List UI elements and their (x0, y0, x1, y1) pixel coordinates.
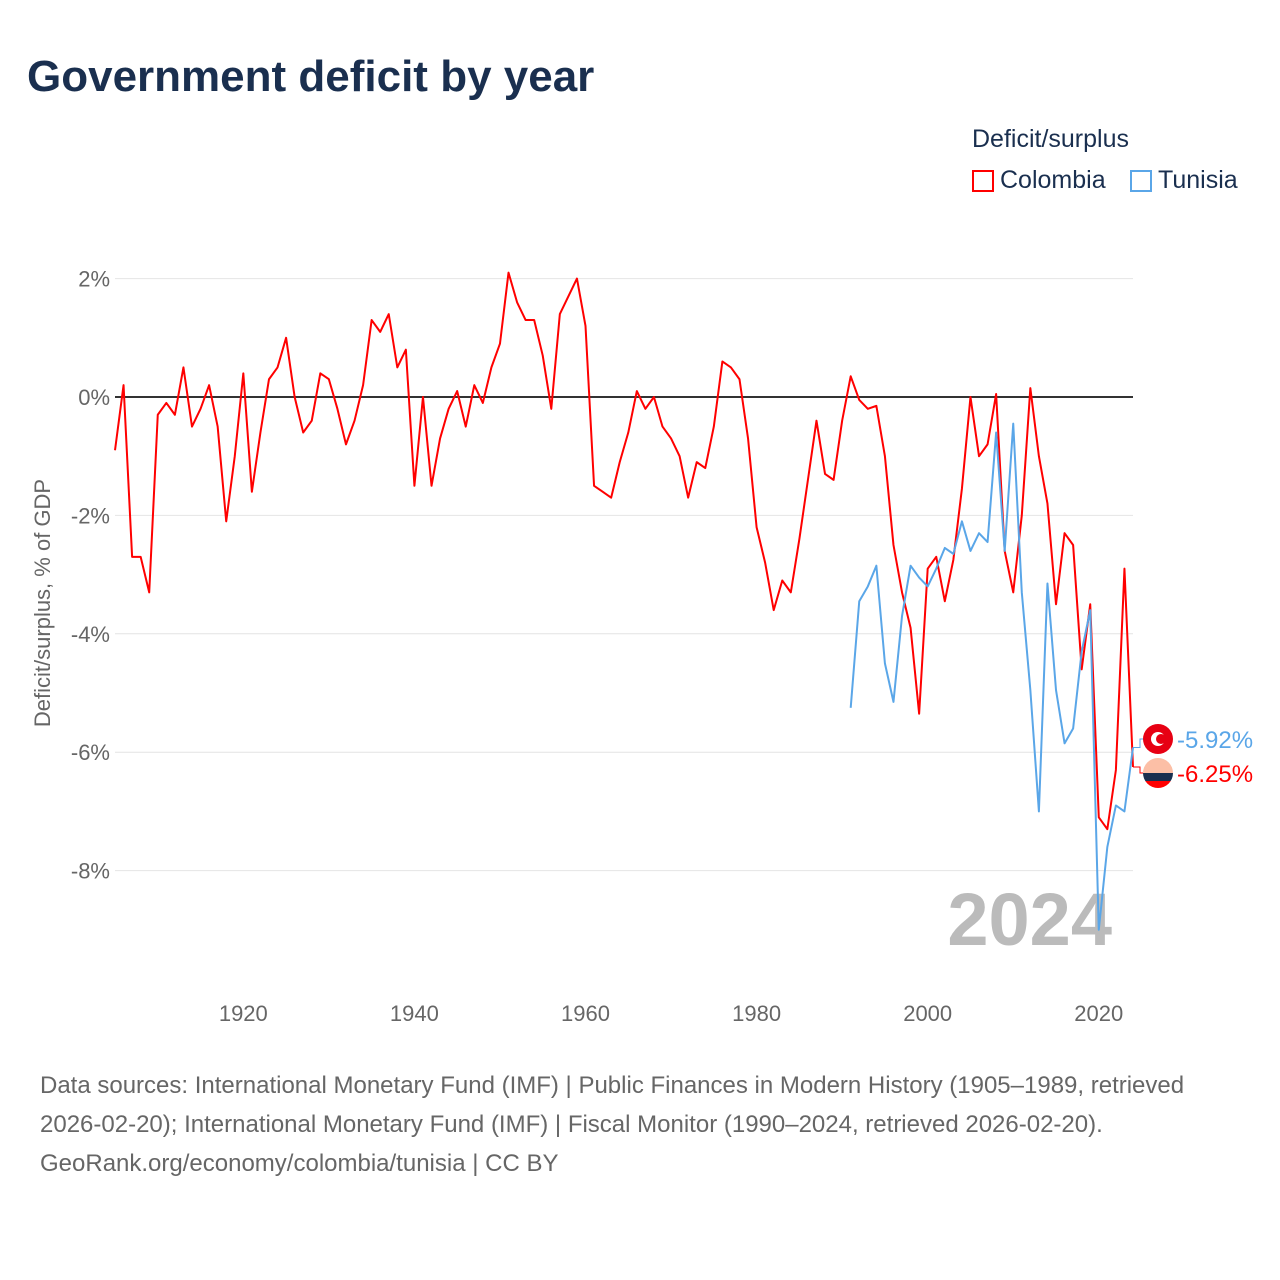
x-tick-label: 2020 (1074, 1001, 1123, 1026)
x-tick-label: 1940 (390, 1001, 439, 1026)
chart-title: Government deficit by year (27, 52, 595, 101)
colombia-flag-icon (1143, 758, 1173, 773)
y-tick-label: -4% (71, 622, 110, 647)
credit-link[interactable]: GeoRank.org/economy/colombia/tunisia | C… (40, 1150, 559, 1177)
y-axis-label: Deficit/surplus, % of GDP (30, 479, 55, 727)
legend-item-colombia[interactable]: Colombia (972, 166, 1106, 195)
source-text: Data sources: International Monetary Fun… (40, 1072, 1185, 1138)
legend-label: Colombia (1000, 166, 1106, 194)
series-line-colombia (114, 271, 1134, 831)
x-tick-label: 2000 (903, 1001, 952, 1026)
legend-title: Deficit/surplus (972, 125, 1129, 153)
y-tick-label: 0% (78, 385, 110, 410)
year-watermark: 2024 (947, 878, 1112, 961)
legend-swatch-tunisia (1130, 169, 1152, 192)
x-tick-label: 1960 (561, 1001, 610, 1026)
y-tick-label: 2% (78, 267, 110, 292)
y-tick-label: -8% (71, 859, 110, 884)
source-note: Data sources: International Monetary Fun… (40, 1066, 1240, 1183)
x-tick-label: 1920 (219, 1001, 268, 1026)
y-tick-label: -6% (71, 740, 110, 765)
colombia-flag-icon-red (1143, 781, 1173, 788)
x-tick-label: 1980 (732, 1001, 781, 1026)
y-tick-label: -2% (71, 503, 110, 528)
tunisia-flag-icon-crescent (1156, 734, 1166, 744)
series-line-tunisia (849, 422, 1134, 931)
colombia-flag-icon-blue (1143, 773, 1173, 781)
end-label-colombia: -6.25% (1177, 761, 1253, 788)
legend-item-tunisia[interactable]: Tunisia (1130, 166, 1238, 195)
end-label-tunisia: -5.92% (1177, 727, 1253, 754)
legend-swatch-colombia (972, 169, 994, 192)
legend-label: Tunisia (1158, 166, 1238, 194)
